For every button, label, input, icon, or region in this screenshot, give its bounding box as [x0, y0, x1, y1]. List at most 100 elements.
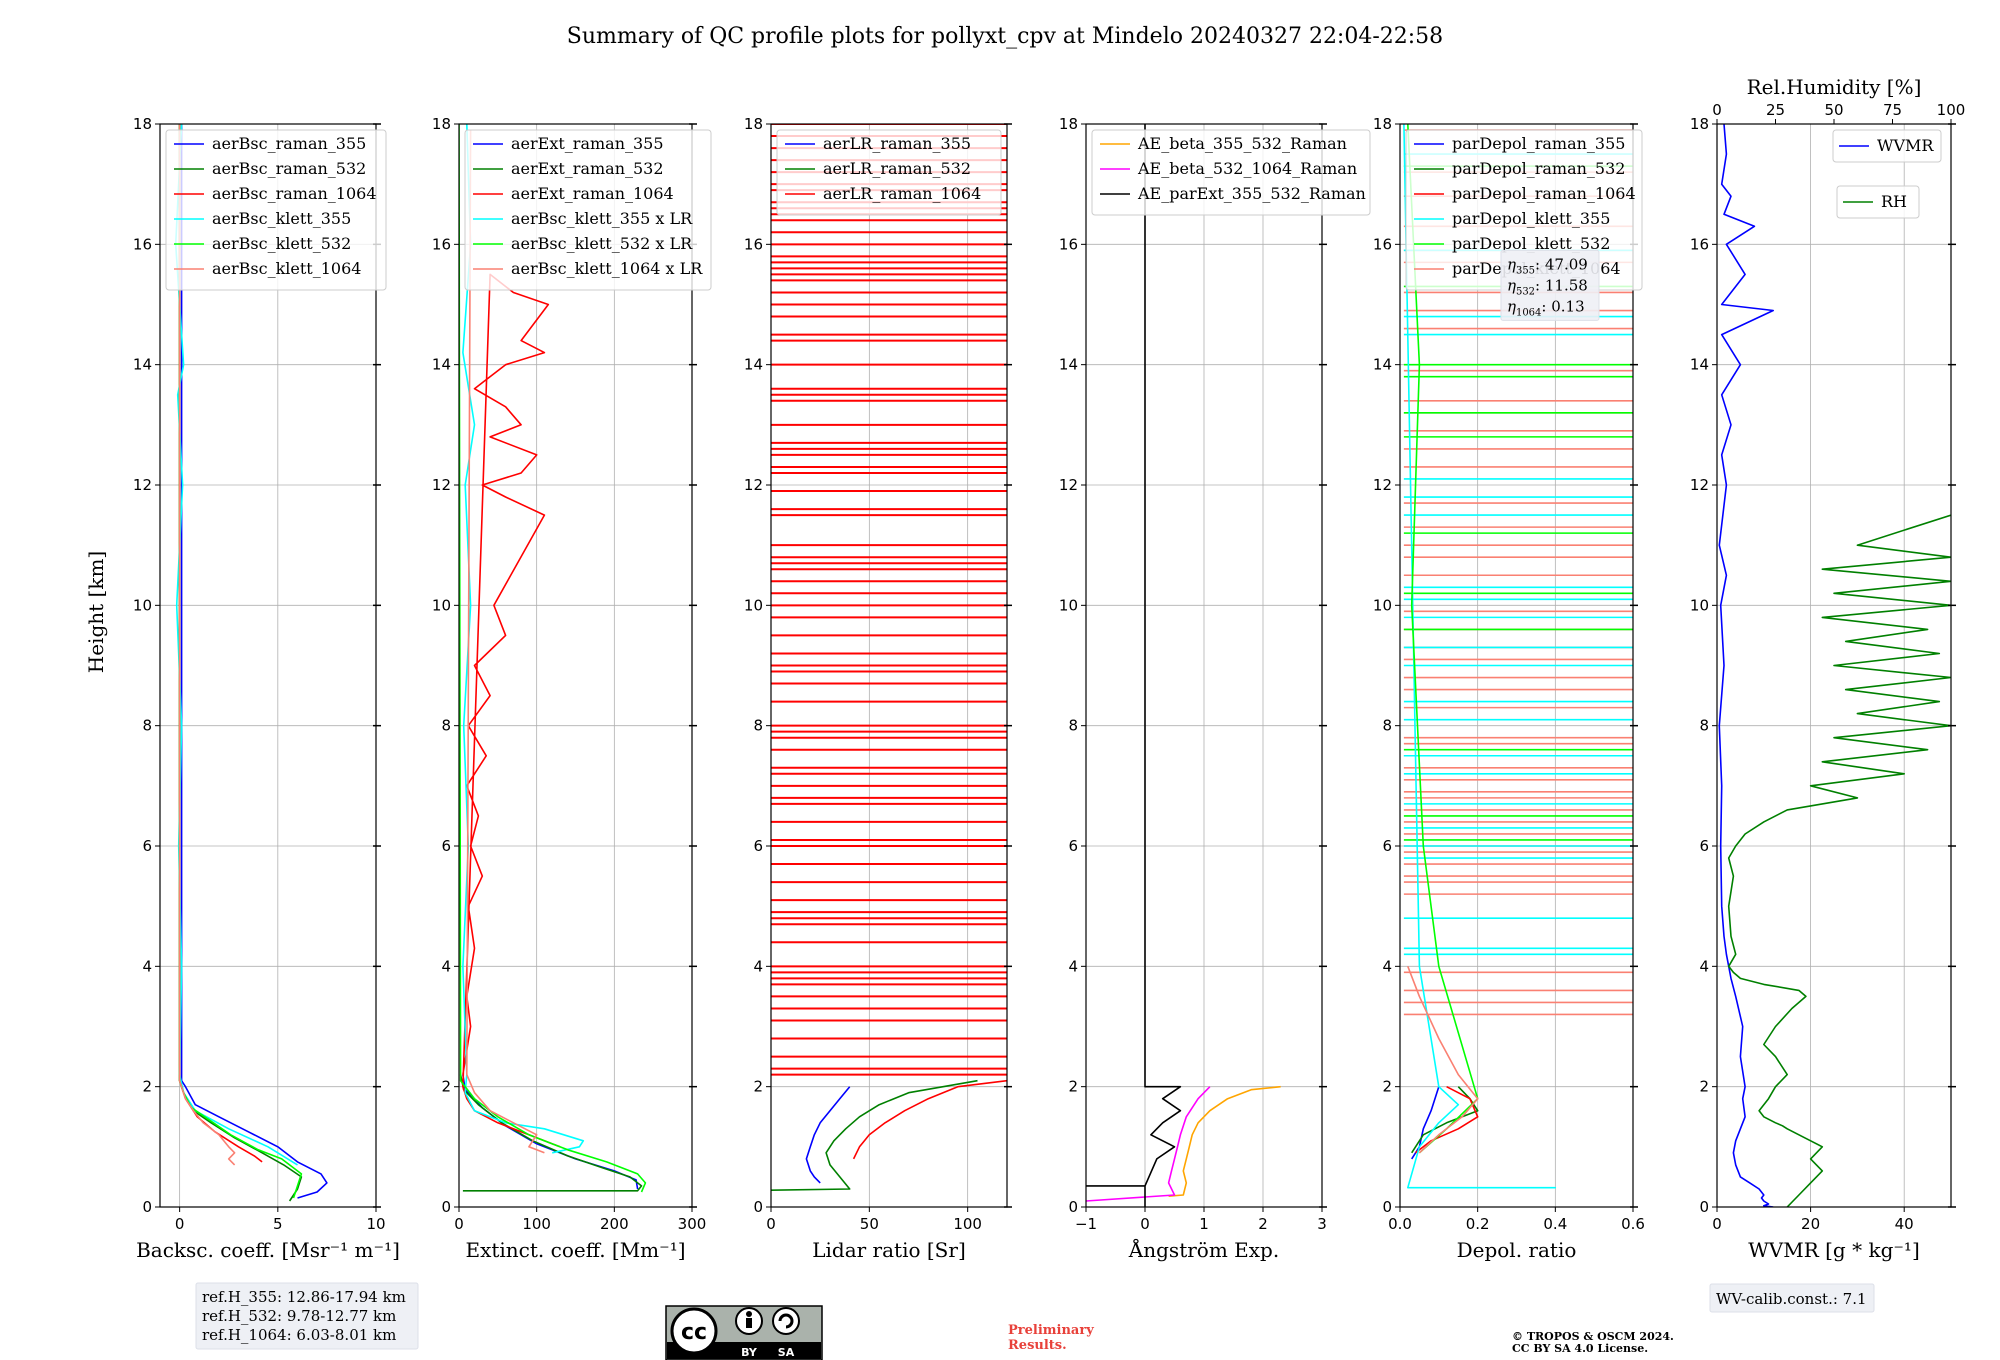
y-tick-label: 10 — [744, 596, 763, 614]
legend-label: aerLR_raman_532 — [823, 159, 971, 178]
legend-label: AE_parExt_355_532_Raman — [1137, 184, 1366, 203]
legend-label: parDepol_raman_1064 — [1452, 184, 1636, 203]
y-tick-label: 14 — [1059, 356, 1078, 374]
legend-box — [1091, 129, 1371, 216]
legend-label: WVMR — [1877, 136, 1934, 155]
eta-label-1064: η1064: 0.13 — [1507, 297, 1585, 318]
legend-label: aerBsc_klett_1064 x LR — [511, 259, 703, 278]
ref-height-box-bg — [195, 1282, 419, 1350]
top-x-tick-label: 100 — [1937, 101, 1966, 119]
y-tick-label: 8 — [441, 717, 451, 735]
legend-label: aerExt_raman_355 — [511, 134, 664, 153]
y-tick-label: 0 — [1068, 1198, 1078, 1216]
legend-label: AE_beta_355_532_Raman — [1137, 134, 1347, 153]
y-tick-label: 18 — [1373, 115, 1392, 133]
x-tick-label: 40 — [1895, 1215, 1914, 1233]
x-axis-label-depol: Depol. ratio — [1457, 1238, 1577, 1262]
panel-lr: 0 2 4 6 8 10 12 14 16 18 0 50 100 Lidar ratio [Sr] aer… — [744, 115, 1012, 1262]
legend-label: aerLR_raman_355 — [823, 134, 971, 153]
legend-label: parDepol_raman_355 — [1452, 134, 1625, 153]
plot-area-ext — [459, 124, 647, 1193]
y-tick-label: 16 — [744, 235, 763, 253]
x-tick-label: 2 — [1258, 1215, 1268, 1233]
cc-logo-text: cc — [681, 1320, 707, 1345]
legend-label: aerBsc_raman_1064 — [212, 184, 377, 203]
legend-label: parDepol_klett_355 — [1452, 209, 1610, 228]
y-tick-label: 10 — [432, 596, 451, 614]
y-tick-label: 2 — [1699, 1078, 1709, 1096]
x-tick-label: 200 — [600, 1215, 629, 1233]
legend-label: aerBsc_klett_355 — [212, 209, 351, 228]
x-tick-label: 20 — [1801, 1215, 1820, 1233]
series-line-AE_beta_355_532_Raman — [1168, 1085, 1281, 1197]
ref-height-1064: ref.H_1064: 6.03-8.01 km — [202, 1326, 396, 1344]
y-tick-label: 2 — [1382, 1078, 1392, 1096]
plot-area-ae — [1086, 124, 1281, 1207]
eta-label-532: η532: 11.58 — [1507, 276, 1588, 297]
series-line-aerExt_raman_532 — [459, 1074, 643, 1192]
y-tick-label: 14 — [744, 356, 763, 374]
x-tick-label: 3 — [1317, 1215, 1327, 1233]
x-tick-label: 10 — [366, 1215, 385, 1233]
copyright-line2: CC BY SA 4.0 License. — [1512, 1342, 1648, 1355]
panel-frame — [159, 123, 377, 1208]
legend-label: aerBsc_klett_355 x LR — [511, 209, 693, 228]
series-line-AE_parExt_355_532_Raman — [1086, 124, 1182, 1207]
y-tick-label: 10 — [133, 596, 152, 614]
y-tick-label: 6 — [1699, 837, 1709, 855]
series-line-aerExt_raman_355 — [462, 1074, 639, 1190]
x-tick-label: 0 — [1712, 1215, 1722, 1233]
x-tick-label: 300 — [678, 1215, 707, 1233]
legend-box — [1836, 185, 1920, 219]
y-tick-label: 6 — [753, 837, 763, 855]
y-tick-label: 6 — [1068, 837, 1078, 855]
x-tick-label: 0.6 — [1621, 1215, 1645, 1233]
sa-arrow-icon — [778, 1313, 794, 1329]
y-tick-label: 0 — [1699, 1198, 1709, 1216]
by-person-body — [746, 1318, 752, 1328]
series-line-aerBsc_raman_355 — [180, 124, 328, 1199]
x-tick-label: 50 — [860, 1215, 879, 1233]
y-tick-label: 12 — [1373, 476, 1392, 494]
eta-box — [1500, 249, 1600, 321]
legend-label: aerLR_raman_1064 — [823, 184, 981, 203]
y-tick-label: 18 — [1690, 115, 1709, 133]
y-tick-label: 18 — [133, 115, 152, 133]
by-person-head — [746, 1311, 752, 1317]
legend-box — [1832, 129, 1942, 163]
legend-label: parDepol_raman_532 — [1452, 159, 1625, 178]
y-tick-label: 0 — [441, 1198, 451, 1216]
y-tick-label: 14 — [432, 356, 451, 374]
y-tick-label: 8 — [1068, 717, 1078, 735]
series-line-aerBsc_klett_532 x LR — [459, 124, 647, 1193]
series-line-RH — [1727, 514, 1951, 1207]
x-axis-label-wv: WVMR [g * kg⁻¹] — [1748, 1238, 1920, 1262]
ref-height-box: ref.H_355: 12.86-17.94 km ref.H_532: 9.7… — [195, 1282, 419, 1350]
panel-depol: 0 2 4 6 8 10 12 14 16 18 0.0 0.2 0.4 0.6 Depol. ratio p… — [1373, 115, 1645, 1262]
y-tick-label: 6 — [441, 837, 451, 855]
series-line-aerBsc_klett_355 x LR — [462, 124, 585, 1154]
figure-title: Summary of QC profile plots for pollyxt_… — [567, 24, 1443, 49]
series-line-aerBsc_klett_1064 — [178, 124, 236, 1166]
legend-label: aerExt_raman_532 — [511, 159, 664, 178]
y-tick-label: 2 — [441, 1078, 451, 1096]
y-tick-label: 14 — [1690, 356, 1709, 374]
y-tick-label: 10 — [1373, 596, 1392, 614]
top-x-tick-label: 25 — [1766, 101, 1785, 119]
y-tick-label: 2 — [753, 1078, 763, 1096]
x-tick-label: 5 — [273, 1215, 283, 1233]
x-tick-label: 0 — [766, 1215, 776, 1233]
x-tick-label: 0.2 — [1466, 1215, 1490, 1233]
y-tick-label: 16 — [133, 235, 152, 253]
y-tick-label: 6 — [142, 837, 152, 855]
plot-area-lr — [771, 124, 1007, 1191]
x-tick-label: −1 — [1075, 1215, 1097, 1233]
legend-label: aerExt_raman_1064 — [511, 184, 674, 203]
plot-area-bsc — [174, 124, 328, 1202]
panel-frame — [770, 123, 1008, 1208]
x-axis-label-lr: Lidar ratio [Sr] — [812, 1238, 966, 1262]
